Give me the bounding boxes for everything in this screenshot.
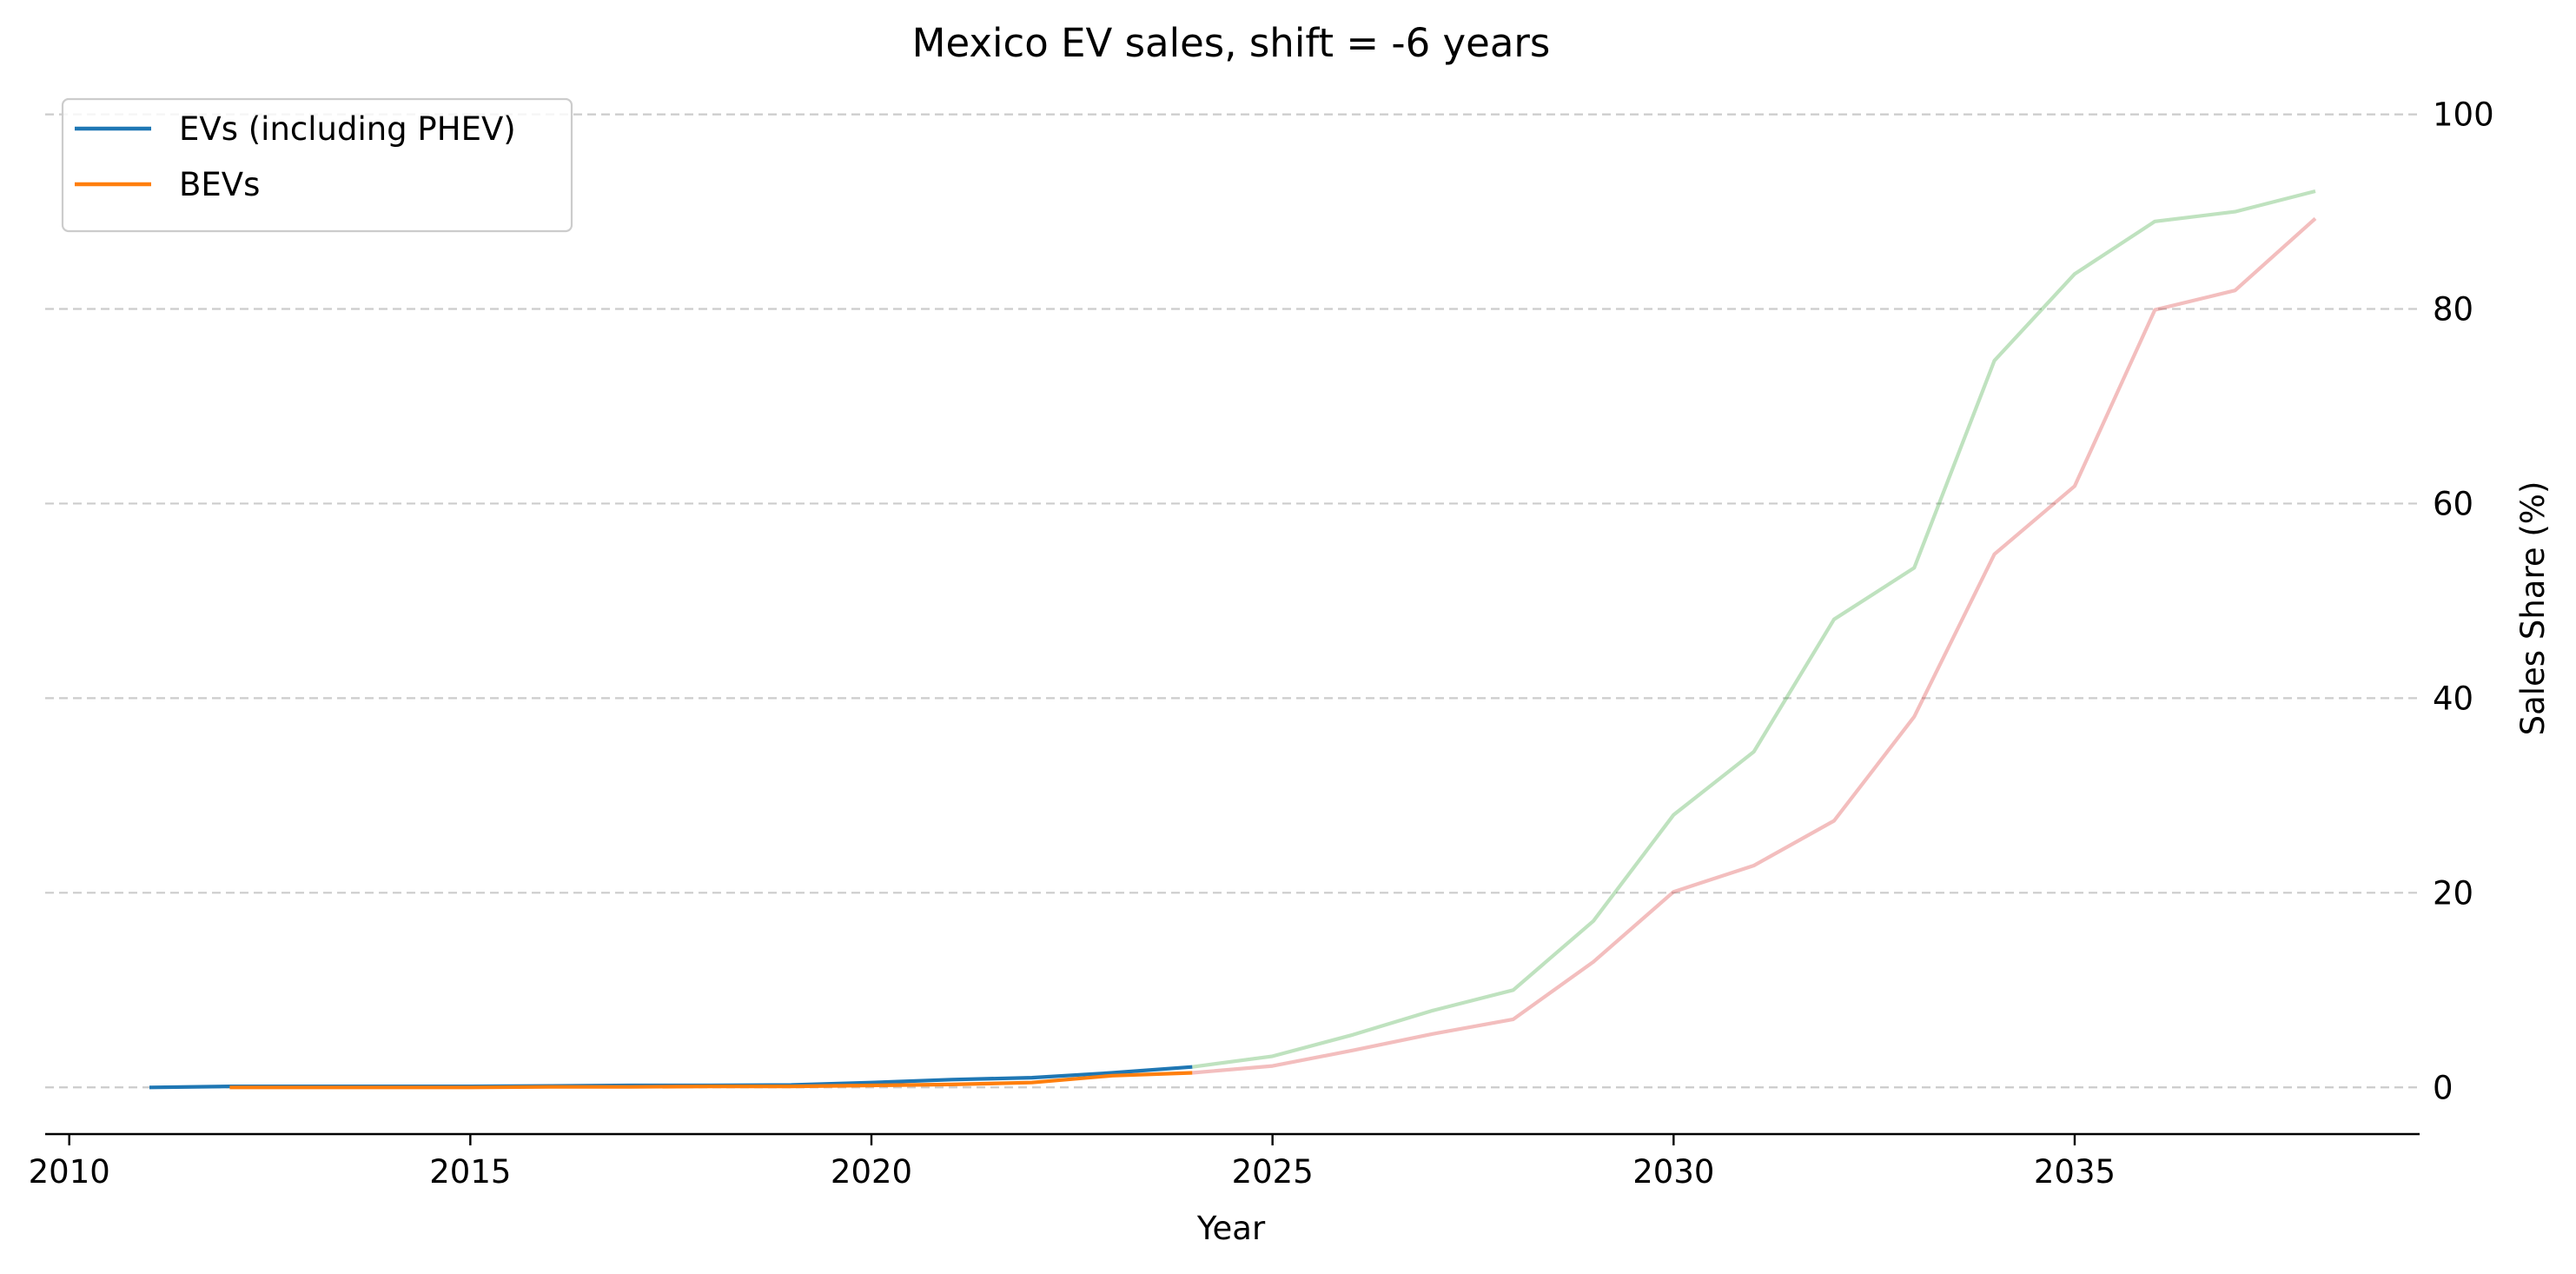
y-axis: 0 20 40 60 80 100 xyxy=(2433,96,2494,1107)
legend-box xyxy=(61,97,573,233)
series-line-evs-shifted xyxy=(1192,189,2316,1069)
x-tick-label: 2025 xyxy=(1232,1153,1314,1191)
x-axis-title: Year xyxy=(1196,1210,1266,1247)
x-tick-label: 2010 xyxy=(29,1153,110,1191)
legend-label: BEVs xyxy=(179,166,260,203)
grid xyxy=(45,113,2420,1089)
y-tick-label: 80 xyxy=(2433,291,2473,328)
series-layer xyxy=(149,189,2317,1090)
series-line-bevs xyxy=(229,1071,1193,1090)
x-axis: 2010 2015 2020 2025 2030 2035 xyxy=(29,1132,2420,1191)
y-tick-label: 0 xyxy=(2433,1069,2453,1106)
x-tick-label: 2015 xyxy=(429,1153,511,1191)
x-tick-label: 2030 xyxy=(1632,1153,1714,1191)
x-tick-label: 2035 xyxy=(2034,1153,2116,1191)
x-tick-label: 2020 xyxy=(831,1153,912,1191)
y-axis-title: Sales Share (%) xyxy=(2514,481,2552,736)
chart-title: Mexico EV sales, shift = -6 years xyxy=(912,20,1551,66)
series-line-bevs-shifted xyxy=(1192,216,2317,1075)
y-tick-label: 20 xyxy=(2433,874,2473,912)
series-line-evs-including-phev xyxy=(149,1065,1193,1090)
y-tick-label: 60 xyxy=(2433,485,2473,522)
legend-label: EVs (including PHEV) xyxy=(179,110,516,148)
y-tick-label: 100 xyxy=(2433,96,2494,134)
y-tick-label: 40 xyxy=(2433,680,2473,717)
legend: EVs (including PHEV) BEVs xyxy=(61,97,573,233)
